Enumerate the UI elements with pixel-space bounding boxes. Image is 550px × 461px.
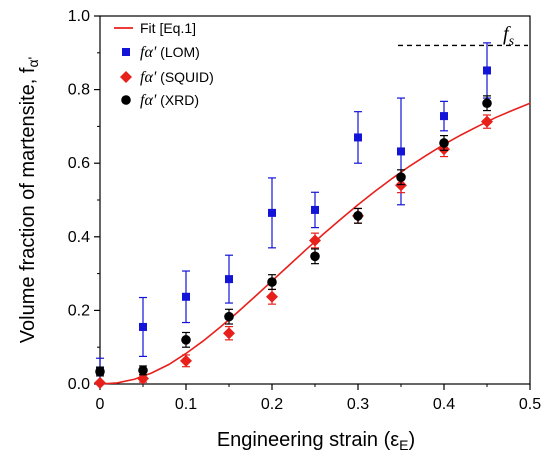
squid-point	[309, 234, 321, 247]
xrd-point	[267, 277, 277, 287]
legend-label: fα' (SQUID)	[140, 69, 214, 86]
lom-point	[268, 208, 276, 217]
fs-annotation: fs	[398, 23, 528, 49]
x-tick-label: 0.5	[519, 396, 541, 413]
legend-label-symbol: fα'	[140, 92, 157, 109]
lom-point	[225, 275, 233, 284]
xrd-point	[396, 172, 406, 182]
y-tick-label: 0.6	[68, 155, 90, 172]
x-tick-label: 0.1	[175, 396, 197, 413]
x-tick-label: 0.2	[261, 396, 283, 413]
lom-point	[440, 112, 448, 121]
y-tick-label: 0.8	[68, 82, 90, 99]
x-tick-label: 0.4	[433, 396, 455, 413]
legend-label: fα' (LOM)	[140, 44, 200, 61]
legend-label: Fit [Eq.1]	[140, 20, 196, 36]
legend-label-text: (XRD)	[156, 92, 199, 108]
x-axis-title-subscript: E	[399, 437, 408, 453]
squid-point	[180, 354, 192, 367]
x-tick-label: 0.3	[347, 396, 369, 413]
xrd-point	[181, 335, 191, 345]
legend-label-symbol: fα'	[140, 44, 157, 61]
series-layer	[94, 42, 531, 389]
xrd-point	[310, 251, 320, 262]
axis-ticks: 0 0.1 0.2 0.3 0.4 0.5 0.0 0.2 0.4 0.6 0.8 1.0	[68, 8, 541, 413]
legend-label-text: Fit [Eq.1]	[140, 20, 196, 36]
squid-point	[94, 376, 106, 389]
squid-point	[223, 327, 235, 340]
xrd-point	[482, 98, 492, 109]
saturation-label: fs	[503, 23, 515, 49]
squid-point	[266, 290, 278, 303]
xrd-point	[95, 366, 105, 377]
lom-point	[483, 66, 491, 75]
y-axis-title-subscript: α'	[25, 57, 41, 68]
xrd-point	[439, 138, 449, 148]
lom-point	[182, 292, 190, 301]
xrd-point	[353, 211, 363, 221]
squid-point	[395, 179, 407, 192]
legend-label-symbol: fα'	[140, 69, 157, 86]
legend-label-text: (LOM)	[156, 44, 200, 60]
legend-label: fα' (XRD)	[140, 92, 199, 109]
legend-lom-point	[122, 48, 130, 56]
x-tick-label: 0	[96, 396, 105, 413]
legend: Fit [Eq.1]fα' (LOM)fα' (SQUID)fα' (XRD)	[114, 20, 214, 109]
lom-point	[354, 133, 362, 142]
xrd-point	[224, 311, 234, 322]
y-tick-label: 0.0	[68, 376, 90, 393]
y-axis-title: Volume fraction of martensite, fα'	[17, 57, 41, 343]
y-tick-label: 1.0	[68, 8, 90, 25]
y-tick-label: 0.2	[68, 302, 90, 319]
y-tick-label: 0.4	[68, 229, 90, 246]
xrd-point	[138, 365, 148, 376]
legend-squid-point	[120, 71, 132, 83]
x-axis-title-close: )	[409, 429, 416, 451]
axis-titles: Engineering strain (εE) Volume fraction o…	[17, 57, 415, 453]
x-axis-title: Engineering strain (εE)	[217, 429, 415, 453]
lom-point	[311, 205, 319, 214]
lom-point	[397, 147, 405, 156]
saturation-label-subscript: s	[509, 34, 515, 49]
legend-xrd-point	[121, 95, 131, 105]
lom-point	[139, 322, 147, 331]
squid-point	[137, 372, 149, 385]
legend-label-text: (SQUID)	[156, 69, 214, 85]
squid-point	[481, 115, 493, 128]
